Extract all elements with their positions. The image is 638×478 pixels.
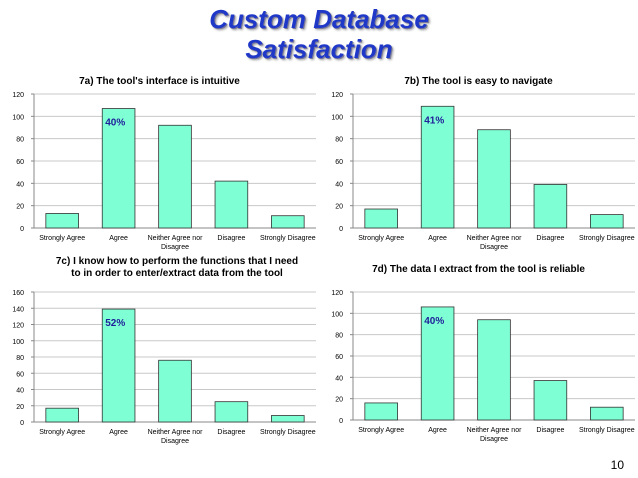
bar-agree [101, 108, 136, 229]
x-tick-label: Disagree [536, 235, 564, 242]
y-tick-label: 140 [12, 306, 24, 313]
x-tick-label: Agree [428, 427, 447, 434]
bar-disagree [533, 184, 568, 229]
x-tick-label: Agree [109, 429, 128, 436]
x-tick-label: Strongly Agree [39, 429, 85, 436]
y-tick-label: 120 [331, 92, 343, 99]
y-tick-label: 40 [16, 181, 24, 188]
x-tick-label: Neither Agree nor Disagree [467, 427, 523, 443]
chart-7b: 7b) The tool is easy to navigate 0 20 40 60… [319, 72, 638, 252]
x-tick-label: Neither Agree nor Disagree [148, 235, 204, 251]
y-tick-label: 100 [331, 311, 343, 318]
y-tick-label: 80 [335, 137, 343, 144]
chart-title: 7b) The tool is easy to navigate [404, 76, 553, 87]
bar-disagree [214, 180, 249, 229]
y-tick-label: 20 [335, 397, 343, 404]
y-tick-label: 80 [16, 355, 24, 362]
y-tick-label: 0 [20, 226, 24, 233]
x-tick-label: Disagree [217, 429, 245, 436]
bar-neither-agree-nor-disagree [477, 319, 511, 421]
bar-disagree [533, 380, 568, 421]
chart-7c-plot: 0 20 40 60 80 100 120 140 160 Strongly Agree Agree… [12, 290, 316, 445]
chart-7a-plot: 0 20 40 60 80 100 120 Strongly Agree Agree Neithe… [12, 92, 316, 251]
x-tick-label: Neither Agree nor Disagree [467, 235, 523, 251]
y-tick-label: 0 [20, 420, 24, 427]
chart-7d: 7d) The data I extract from the tool is … [319, 252, 638, 452]
data-label-percent: 40% [105, 118, 125, 129]
y-tick-label: 20 [335, 204, 343, 211]
bar-strongly-disagree [590, 406, 624, 421]
bar-neither-agree-nor-disagree [477, 129, 511, 229]
bar-agree [420, 306, 455, 421]
data-label-percent: 40% [424, 316, 444, 327]
y-tick-label: 20 [16, 404, 24, 411]
y-tick-label: 60 [335, 159, 343, 166]
slide-title-line-2: Satisfaction [245, 34, 393, 64]
chart-7c: 7c) I know how to perform the functions … [0, 252, 319, 452]
x-tick-label: Strongly Disagree [260, 235, 316, 242]
y-tick-label: 120 [331, 290, 343, 297]
y-tick-label: 120 [12, 92, 24, 99]
bar-agree [420, 105, 455, 229]
bar-strongly-disagree [590, 214, 624, 229]
y-tick-label: 40 [16, 388, 24, 395]
y-tick-label: 100 [12, 114, 24, 121]
bar-strongly-disagree [271, 215, 305, 229]
x-tick-label: Strongly Disagree [579, 235, 635, 242]
y-tick-label: 40 [335, 375, 343, 382]
x-tick-label: Neither Agree nor Disagree [148, 429, 204, 445]
bar-strongly-agree [364, 208, 398, 229]
y-tick-label: 60 [335, 354, 343, 361]
y-tick-label: 60 [16, 371, 24, 378]
slide-title: Custom Database Satisfaction [0, 4, 638, 64]
chart-7b-plot: 0 20 40 60 80 100 120 Strongly Agree Agree Neithe… [331, 92, 635, 251]
y-tick-label: 0 [339, 418, 343, 425]
x-tick-label: Strongly Agree [358, 427, 404, 434]
bar-disagree [214, 401, 249, 423]
chart-title: 7a) The tool's interface is intuitive [79, 76, 240, 87]
x-tick-label: Agree [109, 235, 128, 242]
bar-strongly-disagree [271, 415, 305, 423]
y-tick-label: 20 [16, 204, 24, 211]
data-label-percent: 41% [424, 115, 444, 126]
y-tick-label: 160 [12, 290, 24, 297]
bar-strongly-agree [45, 213, 79, 229]
x-tick-label: Disagree [536, 427, 564, 434]
bar-neither-agree-nor-disagree [158, 359, 192, 423]
y-tick-label: 40 [335, 181, 343, 188]
x-tick-label: Disagree [217, 235, 245, 242]
bar-strongly-agree [364, 402, 398, 421]
y-tick-label: 100 [12, 339, 24, 346]
chart-7d-plot: 0 20 40 60 80 100 120 Strongly Agree Agree Neithe… [331, 290, 635, 443]
page-number: 10 [610, 458, 624, 472]
y-tick-label: 80 [335, 333, 343, 340]
bar-strongly-agree [45, 407, 79, 423]
chart-title: 7c) I know how to perform the functions … [55, 256, 299, 279]
x-tick-label: Strongly Disagree [579, 427, 635, 434]
x-tick-label: Strongly Agree [358, 235, 404, 242]
y-tick-label: 100 [331, 114, 343, 121]
x-tick-label: Strongly Agree [39, 235, 85, 242]
bar-agree [101, 308, 136, 423]
y-tick-label: 80 [16, 137, 24, 144]
x-tick-label: Agree [428, 235, 447, 242]
y-tick-label: 120 [12, 323, 24, 330]
bar-neither-agree-nor-disagree [158, 124, 192, 229]
chart-7a: 7a) The tool's interface is intuitive 0 2… [0, 72, 319, 252]
x-tick-label: Strongly Disagree [260, 429, 316, 436]
y-tick-label: 60 [16, 159, 24, 166]
chart-title: 7d) The data I extract from the tool is … [372, 264, 585, 275]
slide-title-line-1: Custom Database [209, 4, 429, 34]
data-label-percent: 52% [105, 318, 125, 329]
y-tick-label: 0 [339, 226, 343, 233]
